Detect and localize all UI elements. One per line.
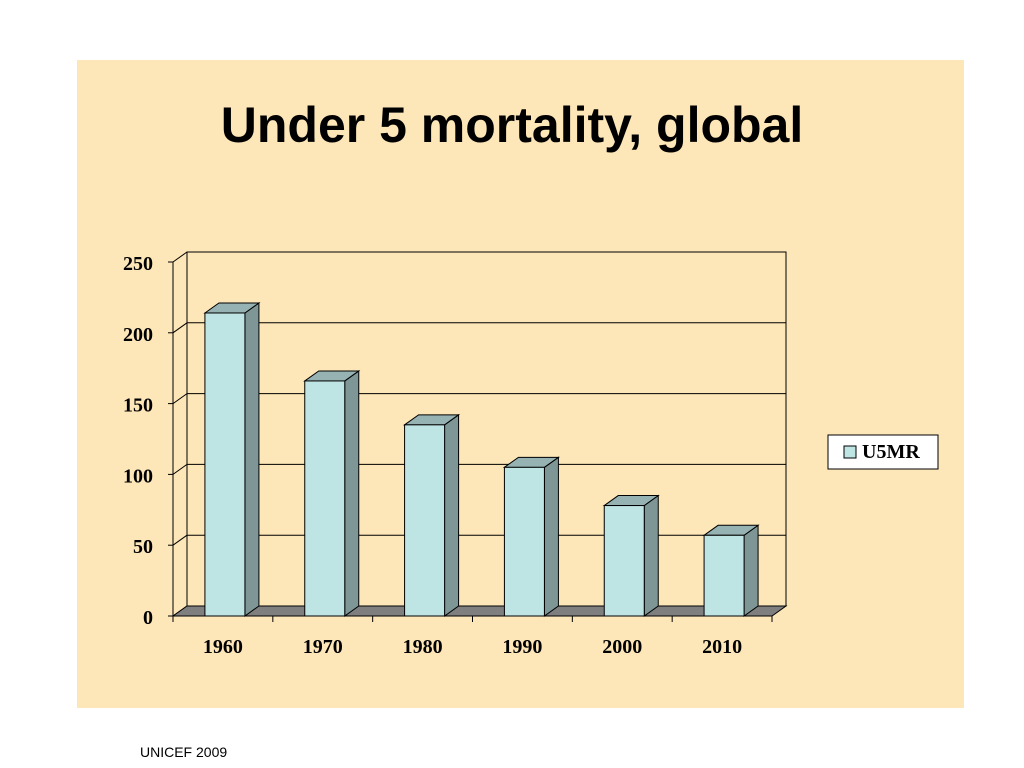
side-wall-line-50 [172,534,188,546]
y-tick-label-150: 150 [123,395,153,417]
bar-side-2010 [743,524,759,617]
y-tick-labels: 0 50 100 150 200 250 [123,253,153,629]
bar-front-1960 [204,312,246,617]
bar-front-2010 [703,534,745,617]
bar-front-1990 [503,466,545,617]
bar-front-1970 [304,380,346,617]
legend-label-u5mr: U5MR [862,441,920,463]
side-wall-line-250 [172,251,188,263]
x-tick-label-1980: 1980 [403,636,443,658]
chart-bars [203,302,760,617]
x-tick-label-1990: 1990 [502,636,542,658]
bar-front-2000 [603,505,645,617]
bar-side-1970 [344,369,360,617]
legend-swatch [843,445,857,459]
bar-2000 [602,494,660,617]
chart-back-wall [186,251,787,607]
bar-2010 [702,524,760,617]
slide-title: Under 5 mortality, global [220,97,804,153]
footer-source-note: UNICEF 2009 [140,744,228,760]
chart-floor [171,605,788,617]
x-tick-label-1970: 1970 [303,636,343,658]
bar-side-2000 [643,494,659,617]
chart-legend: U5MR [827,434,939,470]
y-tick-label-100: 100 [123,465,153,487]
bar-side-1990 [543,456,559,617]
chart-gridlines [172,251,787,617]
side-wall-line-150 [172,393,188,405]
x-tick-label-2000: 2000 [602,636,642,658]
chart-axes [168,261,773,622]
y-tick-label-200: 200 [123,324,153,346]
bar-side-1960 [244,302,260,617]
y-tick-label-250: 250 [123,253,153,275]
side-wall-line-100 [172,463,188,475]
bar-1970 [303,369,361,617]
bar-side-1980 [444,413,460,617]
x-tick-label-1960: 1960 [203,636,243,658]
x-tick-labels: 1960 1970 1980 1990 2000 2010 [203,636,742,658]
chart-floor-plane [171,605,788,617]
y-tick-label-50: 50 [133,536,153,558]
bar-1990 [502,456,560,617]
bar-1980 [403,413,461,617]
side-wall-line-200 [172,322,188,334]
y-tick-label-0: 0 [143,607,153,629]
bar-1960 [203,302,261,617]
bar-front-1980 [404,424,446,617]
x-tick-label-2010: 2010 [702,636,742,658]
